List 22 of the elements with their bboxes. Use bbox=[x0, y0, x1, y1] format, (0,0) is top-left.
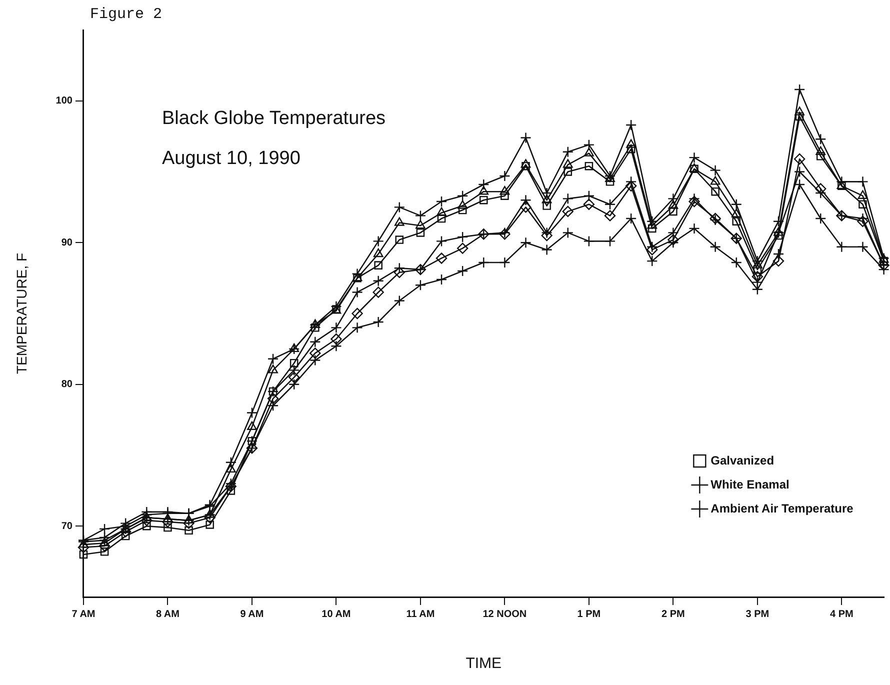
x-tick-label: 9 AM bbox=[240, 608, 264, 620]
x-tick-label: 4 PM bbox=[830, 608, 854, 620]
y-tick-label: 90 bbox=[61, 237, 73, 248]
y-tick-label: 100 bbox=[56, 96, 73, 107]
legend-label: White Enamal bbox=[710, 477, 790, 492]
x-tick-label: 8 AM bbox=[156, 608, 180, 620]
y-axis-title: TEMPERATURE, F bbox=[13, 252, 30, 374]
text: August 10, 1990 bbox=[162, 148, 300, 170]
x-tick-label: 2 PM bbox=[662, 608, 685, 620]
x-tick-label: 3 PM bbox=[746, 608, 770, 620]
y-tick-label: 80 bbox=[61, 379, 73, 390]
x-axis-title: TIME bbox=[466, 655, 502, 672]
x-tick-label: 10 AM bbox=[322, 608, 351, 620]
legend-label: Galvanized bbox=[710, 453, 774, 468]
x-tick-label: 12 NOON bbox=[482, 608, 527, 620]
caption: Figure 2 bbox=[90, 6, 162, 23]
y-tick-label: 70 bbox=[61, 520, 73, 532]
legend-label: Ambient Air Temperature bbox=[710, 501, 854, 516]
x-tick-label: 1 PM bbox=[577, 608, 601, 620]
text: Black Globe Temperatures bbox=[162, 108, 386, 130]
x-tick-label: 7 AM bbox=[72, 608, 96, 620]
x-tick-label: 11 AM bbox=[406, 608, 435, 620]
